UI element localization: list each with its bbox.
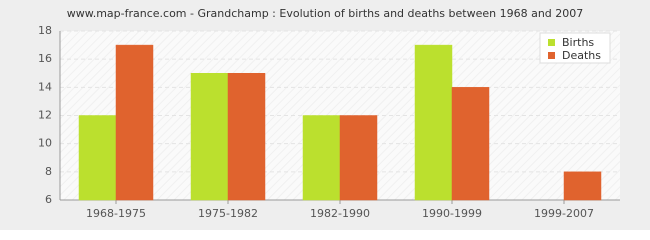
legend-swatch	[548, 52, 555, 59]
y-tick-label: 8	[45, 165, 52, 178]
y-tick-label: 6	[45, 193, 52, 206]
y-tick-label: 10	[38, 137, 52, 150]
bar	[115, 44, 154, 201]
bar	[563, 171, 602, 201]
chart: www.map-france.com - Grandchamp : Evolut…	[0, 0, 650, 230]
x-tick-label: 1982-1990	[310, 207, 370, 220]
bar	[78, 115, 117, 201]
bar	[227, 73, 266, 201]
y-tick-label: 16	[38, 52, 52, 65]
bar	[414, 44, 453, 201]
y-tick-label: 12	[38, 109, 52, 122]
legend-swatch	[548, 39, 555, 46]
y-tick-label: 18	[38, 24, 52, 37]
bar	[451, 87, 490, 201]
bar	[339, 115, 378, 201]
x-tick-label: 1999-2007	[534, 207, 594, 220]
legend-box	[539, 32, 611, 64]
x-tick-label: 1990-1999	[422, 207, 482, 220]
bar	[190, 73, 229, 201]
x-tick-label: 1968-1975	[86, 207, 146, 220]
chart-title: www.map-france.com - Grandchamp : Evolut…	[67, 7, 584, 20]
bar	[302, 115, 341, 201]
y-tick-label: 14	[38, 80, 52, 93]
x-tick-label: 1975-1982	[198, 207, 258, 220]
legend-label: Deaths	[562, 49, 601, 62]
legend-label: Births	[562, 36, 594, 49]
